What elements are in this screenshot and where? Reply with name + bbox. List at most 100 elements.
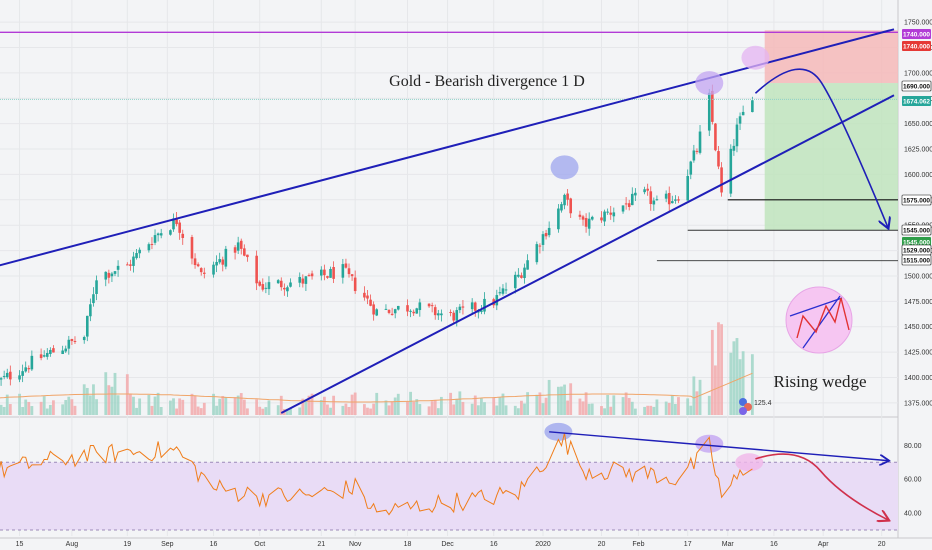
candle bbox=[178, 220, 181, 240]
candle bbox=[215, 255, 218, 273]
candle bbox=[372, 301, 375, 321]
candle-body bbox=[384, 308, 388, 310]
volume-bar bbox=[181, 399, 185, 415]
candle-body bbox=[433, 307, 437, 316]
candle-body bbox=[526, 260, 529, 270]
volume-bar bbox=[169, 400, 172, 415]
candle bbox=[107, 269, 111, 284]
volume-bar bbox=[584, 392, 588, 415]
candle bbox=[276, 279, 280, 284]
candle-body bbox=[70, 338, 74, 342]
volume-bar bbox=[710, 329, 714, 415]
price-tag-bg bbox=[902, 237, 931, 247]
candle bbox=[49, 347, 52, 357]
candle bbox=[239, 238, 243, 255]
candle bbox=[535, 241, 539, 265]
volume-bar bbox=[458, 391, 462, 415]
volume-bar bbox=[242, 399, 246, 415]
candle bbox=[563, 193, 566, 210]
candle bbox=[677, 196, 680, 204]
rsi-tick-label: 40.00 bbox=[904, 511, 922, 518]
rsi-line bbox=[0, 432, 753, 516]
candle bbox=[42, 350, 46, 358]
volume-bar bbox=[289, 407, 292, 415]
candle bbox=[569, 197, 573, 218]
candle bbox=[283, 283, 286, 296]
time-tick-label: 17 bbox=[684, 541, 692, 548]
candle-body bbox=[212, 264, 215, 275]
candle-body bbox=[107, 272, 111, 278]
candle bbox=[717, 145, 720, 170]
candle bbox=[590, 215, 594, 221]
volume-bar bbox=[492, 397, 496, 415]
candle bbox=[70, 338, 74, 345]
candle bbox=[689, 160, 693, 180]
price-tag-magenta: 1740.000 bbox=[902, 29, 931, 39]
candle-body bbox=[64, 348, 68, 352]
volume-bar bbox=[5, 394, 9, 415]
candle-body bbox=[156, 233, 160, 236]
candle-body bbox=[711, 90, 714, 122]
candle-body bbox=[326, 276, 329, 278]
price-tag-value: 1674.062 bbox=[903, 98, 930, 105]
volume-bar bbox=[538, 392, 542, 415]
candle bbox=[433, 304, 437, 320]
rsi-projection-arrow bbox=[755, 453, 887, 520]
candle-body bbox=[258, 281, 262, 286]
volume-bar bbox=[673, 403, 677, 415]
volume-bar bbox=[267, 400, 271, 415]
candle bbox=[415, 307, 419, 314]
candle-body bbox=[461, 306, 465, 308]
price-tag-dark: 1545.000 bbox=[901, 224, 932, 236]
candle bbox=[307, 273, 311, 277]
volume-bar bbox=[670, 395, 674, 415]
candle bbox=[541, 231, 545, 252]
candle-body bbox=[233, 247, 237, 253]
volume-bar bbox=[590, 403, 594, 415]
volume-bar bbox=[498, 397, 502, 415]
candle-body bbox=[283, 287, 286, 290]
candle-body bbox=[406, 305, 409, 312]
candle bbox=[218, 252, 221, 265]
candle-body bbox=[116, 265, 120, 270]
candle-body bbox=[513, 274, 517, 289]
candle-body bbox=[332, 267, 335, 279]
candle bbox=[153, 229, 157, 246]
candle bbox=[455, 307, 459, 327]
candle-body bbox=[27, 368, 31, 370]
candle bbox=[95, 275, 98, 301]
volume-bar bbox=[480, 398, 483, 415]
volume-bar bbox=[738, 359, 742, 415]
candle bbox=[390, 307, 394, 316]
volume-bar bbox=[375, 392, 379, 415]
candle-body bbox=[73, 340, 77, 342]
candle bbox=[5, 368, 9, 379]
rsi-highlight-ellipse bbox=[544, 422, 573, 441]
candle bbox=[236, 236, 240, 255]
candle bbox=[298, 272, 302, 288]
candle bbox=[452, 310, 455, 324]
candle bbox=[738, 112, 742, 130]
candle bbox=[363, 286, 366, 301]
candle bbox=[126, 262, 129, 266]
candle bbox=[279, 277, 283, 291]
volume-bar bbox=[221, 395, 225, 415]
volume-bar bbox=[70, 399, 74, 415]
volume-bar bbox=[427, 406, 431, 415]
candle-body bbox=[498, 292, 502, 294]
volume-bar bbox=[319, 400, 323, 415]
volume-bar bbox=[150, 405, 154, 415]
candle-body bbox=[18, 375, 21, 380]
candle bbox=[581, 214, 585, 226]
rsi-highlight-ellipse bbox=[695, 434, 724, 453]
candle-body bbox=[178, 222, 181, 233]
candle-body bbox=[427, 303, 431, 307]
candle-body bbox=[569, 198, 573, 214]
price-tick-label: 1400.000 bbox=[904, 375, 932, 382]
candle-body bbox=[138, 249, 141, 254]
candle-body bbox=[135, 253, 138, 259]
volume-bar bbox=[279, 395, 283, 415]
price-tag-bg bbox=[901, 80, 932, 92]
candle-body bbox=[104, 271, 108, 280]
candle bbox=[603, 209, 606, 226]
